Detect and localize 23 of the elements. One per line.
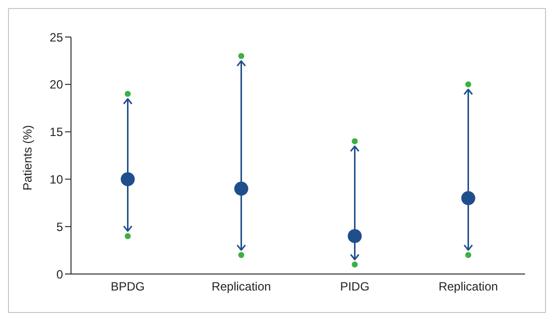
point: [238, 52, 244, 59]
point: [124, 233, 131, 240]
point: [234, 182, 248, 196]
point: [461, 191, 476, 206]
point: [465, 81, 472, 88]
point: [465, 252, 472, 258]
point: [124, 90, 131, 97]
y-tick-label: 15: [50, 125, 64, 140]
x-tick-label: BPDG: [110, 280, 145, 294]
y-tick-label: 20: [50, 78, 64, 92]
y-tick-label: 5: [56, 220, 64, 234]
y-axis-title: Patients (%): [20, 125, 34, 190]
y-tick-label: 0: [56, 267, 64, 282]
x-tick-label: PIDG: [340, 280, 370, 294]
point: [120, 172, 135, 186]
point: [352, 138, 358, 144]
x-tick-label: Replication: [438, 280, 498, 294]
x-tick-label: Replication: [212, 280, 271, 294]
point: [238, 252, 244, 258]
point: [352, 262, 358, 268]
y-tick-label: 25: [50, 30, 64, 44]
point: [348, 229, 362, 244]
y-tick-label: 10: [50, 172, 64, 186]
